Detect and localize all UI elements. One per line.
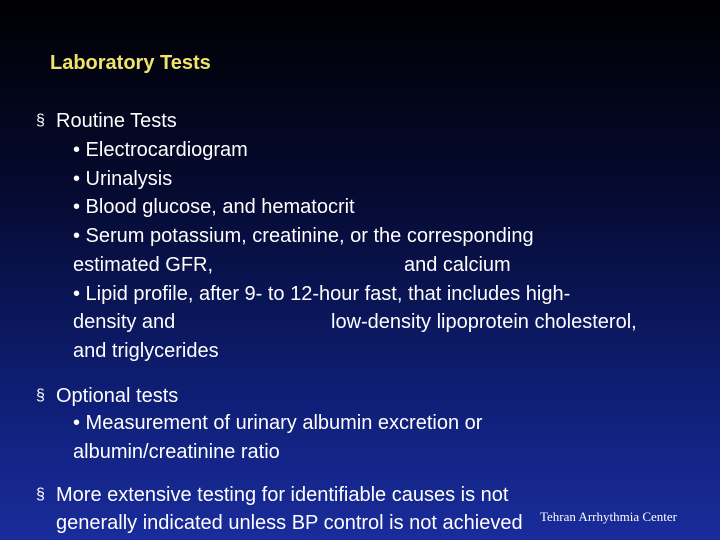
- text-line: • Electrocardiogram: [73, 139, 248, 161]
- text-line: • Lipid profile, after 9- to 12-hour fas…: [73, 283, 571, 305]
- text-line: low-density lipoprotein cholesterol,: [331, 311, 637, 333]
- text-line: density and: [73, 311, 176, 333]
- text-line: generally indicated unless BP control is…: [56, 512, 523, 534]
- section-heading: Routine Tests: [56, 110, 177, 132]
- section-marker: §: [36, 387, 45, 404]
- section-marker: §: [36, 112, 45, 129]
- footer: Tehran Arrhythmia Center: [540, 509, 677, 524]
- text-line: • Measurement of urinary albumin excreti…: [73, 412, 483, 434]
- section-marker: §: [36, 486, 45, 503]
- text-line: • Urinalysis: [73, 168, 173, 190]
- text-line: and calcium: [404, 254, 511, 276]
- section-heading: More extensive testing for identifiable …: [56, 484, 509, 506]
- text-line: • Blood glucose, and hematocrit: [73, 196, 355, 218]
- text-line: and triglycerides: [73, 340, 219, 362]
- section-heading: Optional tests: [56, 385, 179, 407]
- text-line: albumin/creatinine ratio: [73, 441, 280, 463]
- slide-title: Laboratory Tests: [50, 52, 211, 74]
- text-line: • Serum potassium, creatinine, or the co…: [73, 225, 534, 247]
- text-line: estimated GFR,: [73, 254, 214, 276]
